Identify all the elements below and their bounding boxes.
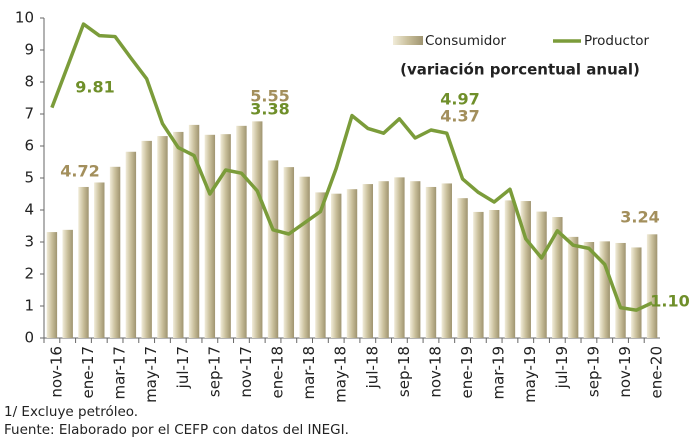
bar [536,211,547,338]
bar [204,134,216,338]
legend-swatch [393,36,423,45]
bar [552,217,563,338]
x-tick-label: mar-17 [111,346,129,400]
bar [299,176,310,338]
x-tick-label: nov-17 [237,346,255,398]
bar [394,177,405,338]
x-tick-label: may-18 [332,346,350,403]
data-label: 3.24 [620,208,659,227]
y-tick-label: 3 [24,233,34,251]
bar [520,201,531,338]
y-tick-label: 4 [24,201,34,219]
x-tick-label: sep-19 [584,346,602,397]
bar [473,211,484,338]
y-tick-label: 9 [24,41,34,59]
x-tick-label: mar-19 [490,346,508,400]
bar [220,134,231,338]
bar [457,198,468,338]
bar [583,242,595,338]
x-tick-label: nov-16 [47,346,65,398]
data-label: 3.38 [250,100,289,119]
bar [599,241,610,338]
bar [346,189,358,338]
bar [631,247,642,338]
x-tick-label: nov-18 [426,346,444,398]
x-tick-label: sep-17 [205,346,223,397]
source: Fuente: Elaborado por el CEFP con datos … [4,422,349,437]
chart-subtitle: (variación porcentual anual) [400,61,640,79]
line [50,22,653,312]
data-label: 1.10 [650,292,689,311]
x-tick-label: ene-19 [458,346,476,398]
data-label: 9.81 [75,78,114,97]
bar [441,183,452,338]
y-tick-label: 1 [24,297,34,315]
data-label: 5.55 [250,87,289,106]
legend-label: Productor [584,33,650,49]
data-label: 4.37 [440,107,479,126]
bar [236,125,247,338]
bar [488,210,500,338]
x-tick-label: jul-18 [363,346,381,389]
y-tick-label: 8 [24,73,34,91]
y-tick-label: 6 [24,137,34,155]
bar [409,181,421,338]
bar [188,124,200,338]
x-tick-label: may-19 [521,346,539,403]
x-tick-label: ene-17 [79,346,97,398]
x-tick-label: sep-18 [395,346,413,397]
bar [330,193,342,338]
bar [283,167,295,338]
y-tick-label: 7 [24,105,34,123]
bar [378,181,389,338]
bar [94,182,105,338]
bar [46,232,58,338]
bar [157,136,168,338]
bar [267,160,279,338]
bar [425,186,437,338]
x-tick-label: mar-18 [300,346,318,400]
bar [125,151,137,338]
y-tick-label: 5 [24,169,34,187]
bar [78,186,89,338]
x-tick-label: ene-18 [269,346,287,398]
x-tick-label: nov-19 [616,346,634,398]
y-tick-label: 10 [15,9,34,27]
bar [315,192,326,338]
bar [62,229,73,338]
x-tick-label: jul-17 [174,346,192,389]
bar [173,131,184,338]
bar [646,234,658,338]
x-tick-label: ene-20 [648,346,666,398]
x-tick-label: may-17 [142,346,160,403]
bar [504,200,516,338]
legend-label: Consumidor [425,33,507,49]
bar [615,242,626,338]
y-tick-label: 2 [24,265,34,283]
bar [362,184,374,338]
bar [109,166,121,338]
data-label: 4.97 [440,90,479,109]
y-tick-label: 0 [24,329,34,347]
bar [567,236,579,338]
bar [141,140,152,338]
data-label: 4.72 [60,162,99,181]
footnote: 1/ Excluye petróleo. [4,404,138,420]
x-tick-label: jul-19 [553,346,571,389]
bar [252,121,263,338]
